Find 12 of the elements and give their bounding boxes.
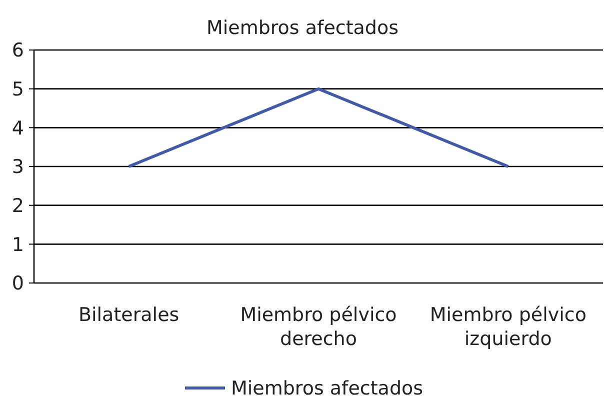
legend-label: Miembros afectados [231,378,424,400]
y-tick-label: 5 [12,78,24,100]
y-tick-label: 4 [12,117,24,140]
x-tick-label: Bilaterales [78,304,180,326]
y-tick-label: 6 [12,40,24,62]
chart-title: Miembros afectados [206,17,399,39]
y-tick-label: 3 [12,156,24,178]
y-tick-label: 1 [12,234,24,256]
y-tick-label: 0 [12,272,24,295]
x-tick-label: Miembro pélvico derecho [240,304,397,350]
y-tick-label: 2 [12,194,24,217]
x-tick-label: Miembro pélvico izquierdo [430,304,586,350]
